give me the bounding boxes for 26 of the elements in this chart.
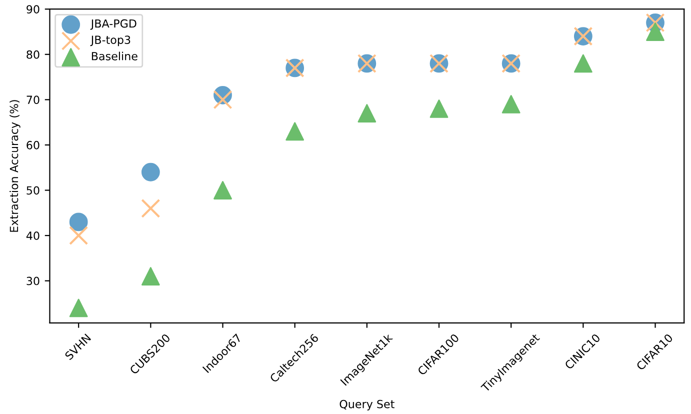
point [141, 267, 160, 286]
point [358, 104, 376, 122]
legend-label: Baseline [92, 52, 138, 60]
y-tick-label: 60 [26, 140, 40, 150]
point [141, 198, 160, 218]
y-tick-label: 90 [26, 5, 40, 14]
point [286, 122, 304, 141]
point [69, 226, 88, 246]
y-tick-label: 30 [26, 276, 40, 286]
legend-label: JBA-PGD [90, 19, 136, 30]
y-axis-title: Extraction Accuracy (%) [10, 100, 20, 232]
point [646, 22, 664, 41]
y-tick-label: 70 [26, 96, 40, 104]
y-tick-label: 50 [26, 186, 40, 195]
x-axis-title: Query Set [340, 400, 394, 410]
y-tick-label: 80 [26, 50, 40, 59]
legend-label: JB-top3 [90, 36, 130, 46]
point [69, 212, 88, 232]
point [213, 90, 232, 110]
point [69, 298, 88, 318]
point [430, 100, 448, 118]
point [141, 162, 160, 182]
point [214, 181, 232, 200]
point [574, 54, 592, 73]
y-tick-label: 40 [26, 232, 40, 240]
point [502, 95, 520, 114]
